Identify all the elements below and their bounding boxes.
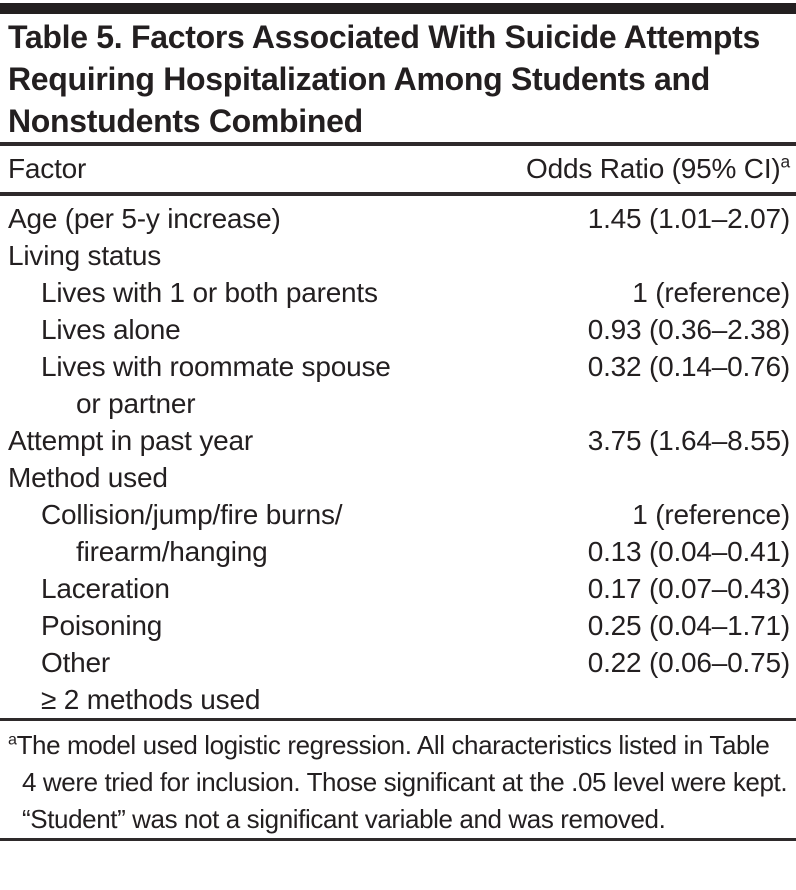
- row-value: 1.45 (1.01–2.07): [587, 203, 790, 234]
- table-row: Attempt in past year 3.75 (1.64–8.55): [8, 422, 790, 459]
- row-label: Attempt in past year: [8, 425, 254, 456]
- column-header-odds-ratio: Odds Ratio (95% CI)a: [526, 153, 790, 185]
- column-header-factor: Factor: [8, 153, 87, 184]
- table-header-row: Factor Odds Ratio (95% CI)a: [0, 146, 796, 192]
- row-label: Lives with 1 or both parents: [41, 277, 378, 308]
- row-label: Living status: [8, 240, 162, 271]
- row-label: Collision/jump/fire burns/: [41, 499, 343, 530]
- row-value: 0.32 (0.14–0.76): [587, 351, 790, 382]
- row-label: firearm/hanging: [76, 536, 268, 567]
- row-label: Poisoning: [41, 610, 163, 641]
- column-header-footnote-marker: a: [780, 151, 791, 172]
- table-row: Method used: [8, 459, 790, 496]
- row-value: 0.93 (0.36–2.38): [587, 314, 790, 345]
- table-row: Living status: [8, 237, 790, 274]
- table-row: Age (per 5-y increase) 1.45 (1.01–2.07): [8, 200, 790, 237]
- row-value: 1 (reference): [632, 277, 790, 308]
- row-label: ≥ 2 methods used: [41, 684, 261, 715]
- table-row: Poisoning 0.25 (0.04–1.71): [8, 607, 790, 644]
- row-value: 0.22 (0.06–0.75): [587, 647, 790, 678]
- footnote-text: The model used logistic regression. All …: [16, 730, 788, 834]
- table-row: Lives with 1 or both parents 1 (referenc…: [8, 274, 790, 311]
- header-bottom-rule: [0, 192, 796, 196]
- row-label: Method used: [8, 462, 168, 493]
- body-bottom-rule: [0, 718, 796, 721]
- row-value: 0.17 (0.07–0.43): [587, 573, 790, 604]
- row-value: 3.75 (1.64–8.55): [587, 425, 790, 456]
- row-value: 0.25 (0.04–1.71): [587, 610, 790, 641]
- row-label: Other: [41, 647, 111, 678]
- table-row: Laceration 0.17 (0.07–0.43): [8, 570, 790, 607]
- row-value: 1 (reference): [632, 499, 790, 530]
- title-bottom-rule: [0, 142, 796, 146]
- row-label: Lives alone: [41, 314, 181, 345]
- table-top-rule: [0, 3, 796, 14]
- table-body: Age (per 5-y increase) 1.45 (1.01–2.07) …: [0, 196, 796, 718]
- table-row: Lives with roommate spouse 0.32 (0.14–0.…: [8, 348, 790, 385]
- table-row: Other 0.22 (0.06–0.75): [8, 644, 790, 681]
- footnote-marker: a: [8, 730, 17, 749]
- footnote-line: aThe model used logistic regression. All…: [8, 727, 788, 838]
- row-value: 0.13 (0.04–0.41): [587, 536, 790, 567]
- table-row: or partner: [8, 385, 790, 422]
- row-label: Laceration: [41, 573, 170, 604]
- table-row: firearm/hanging 0.13 (0.04–0.41): [8, 533, 790, 570]
- table-title: Table 5. Factors Associated With Suicide…: [8, 19, 760, 139]
- row-label: Lives with roommate spouse: [41, 351, 391, 382]
- footnote: aThe model used logistic regression. All…: [0, 721, 796, 838]
- table-row: Lives alone 0.93 (0.36–2.38): [8, 311, 790, 348]
- table-row: Collision/jump/fire burns/ 1 (reference): [8, 496, 790, 533]
- column-header-odds-ratio-text: Odds Ratio (95% CI): [526, 153, 781, 184]
- table-row: ≥ 2 methods used: [8, 681, 790, 718]
- row-label: or partner: [76, 388, 196, 419]
- row-label: Age (per 5-y increase): [8, 203, 281, 234]
- table-bottom-rule: [0, 838, 796, 841]
